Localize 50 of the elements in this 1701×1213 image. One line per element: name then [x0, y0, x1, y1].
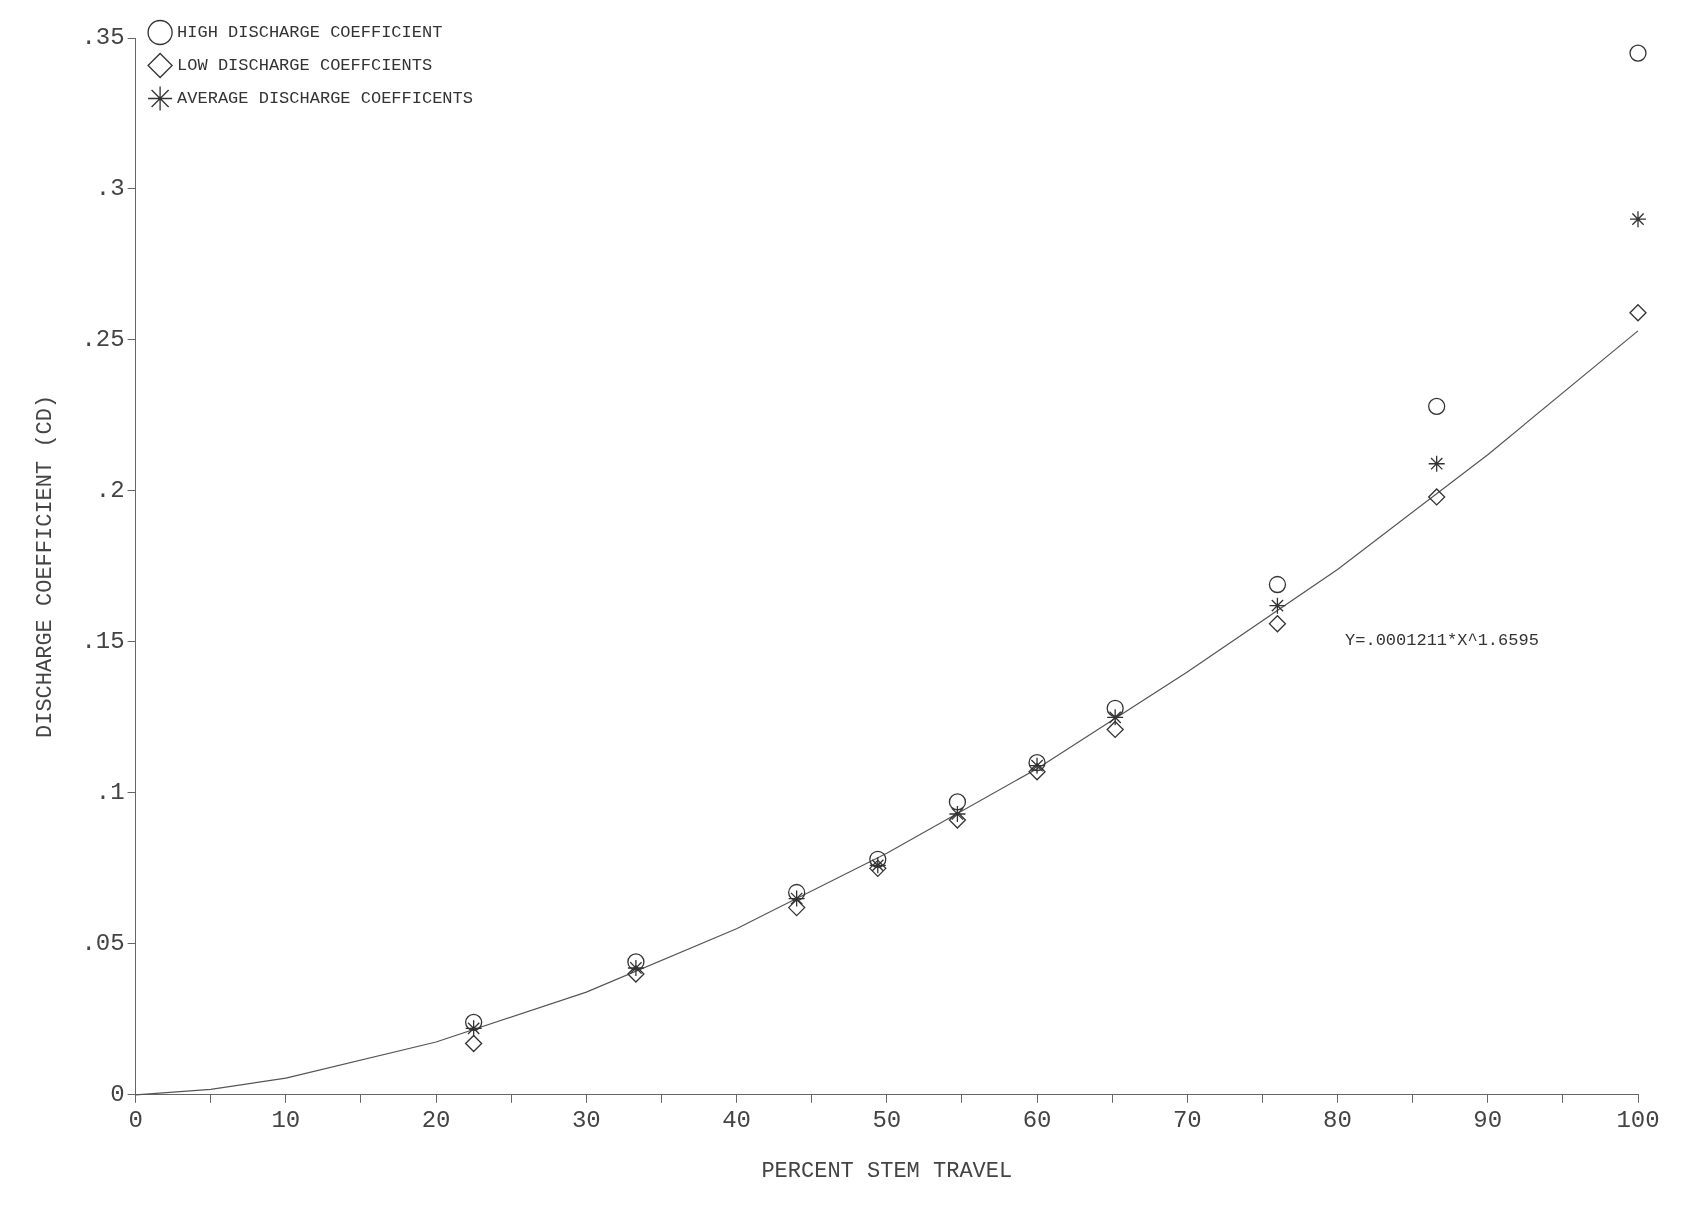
x-tick-label: 60 [1022, 1106, 1052, 1134]
x-tick-label: 10 [271, 1106, 301, 1134]
x-tick-label: 30 [571, 1106, 601, 1134]
point [627, 965, 645, 983]
point [465, 1019, 483, 1038]
point [1106, 699, 1124, 717]
x-tick-label: 40 [722, 1106, 751, 1134]
y-tick-label: .05 [81, 930, 125, 958]
point [1629, 44, 1647, 62]
point [948, 793, 967, 811]
point [948, 805, 967, 823]
point [1428, 455, 1446, 473]
point [1268, 597, 1287, 615]
x-tick-label: 90 [1473, 1106, 1503, 1134]
y-tick-label: .15 [81, 628, 125, 656]
point [465, 1013, 483, 1031]
legend-label: AVERAGE DISCHARGE COEFFICENTS [177, 89, 473, 108]
point [948, 811, 967, 829]
y-tick-label: 0 [110, 1081, 125, 1109]
point [1428, 488, 1446, 506]
point [1028, 763, 1046, 781]
x-tick-label: 70 [1172, 1106, 1202, 1134]
x-tick-label: 100 [1616, 1106, 1660, 1134]
y-tick-label: .35 [81, 24, 125, 52]
point [1106, 720, 1124, 739]
legend-label: HIGH DISCHARGE COEFFICIENT [177, 23, 443, 42]
point [1106, 708, 1124, 727]
x-tick-label: 50 [872, 1106, 902, 1134]
point [1629, 304, 1647, 322]
point [465, 1034, 483, 1053]
y-axis-title: DISCHARGE COEFFICIENT (CD) [33, 394, 59, 739]
point [869, 850, 887, 868]
point [1268, 615, 1287, 633]
x-axis-title: PERCENT STEM TRAVEL [761, 1158, 1013, 1184]
x-tick-label: 0 [128, 1106, 143, 1134]
point [788, 889, 806, 908]
annotation: Y=.0001211*X^1.6595 [1345, 630, 1539, 650]
y-tick-label: .1 [95, 779, 125, 807]
y-tick-label: .25 [81, 326, 125, 354]
point [627, 959, 645, 977]
point [627, 953, 645, 971]
x-tick-label: 20 [421, 1106, 451, 1134]
point [788, 883, 806, 902]
y-tick-label: .2 [95, 477, 125, 505]
point [1428, 397, 1446, 416]
point [1629, 210, 1647, 228]
point [1268, 575, 1287, 594]
y-tick-label: .3 [95, 175, 125, 203]
legend-label: LOW DISCHARGE COEFFCIENTS [177, 56, 433, 75]
x-tick-label: 80 [1323, 1106, 1352, 1134]
